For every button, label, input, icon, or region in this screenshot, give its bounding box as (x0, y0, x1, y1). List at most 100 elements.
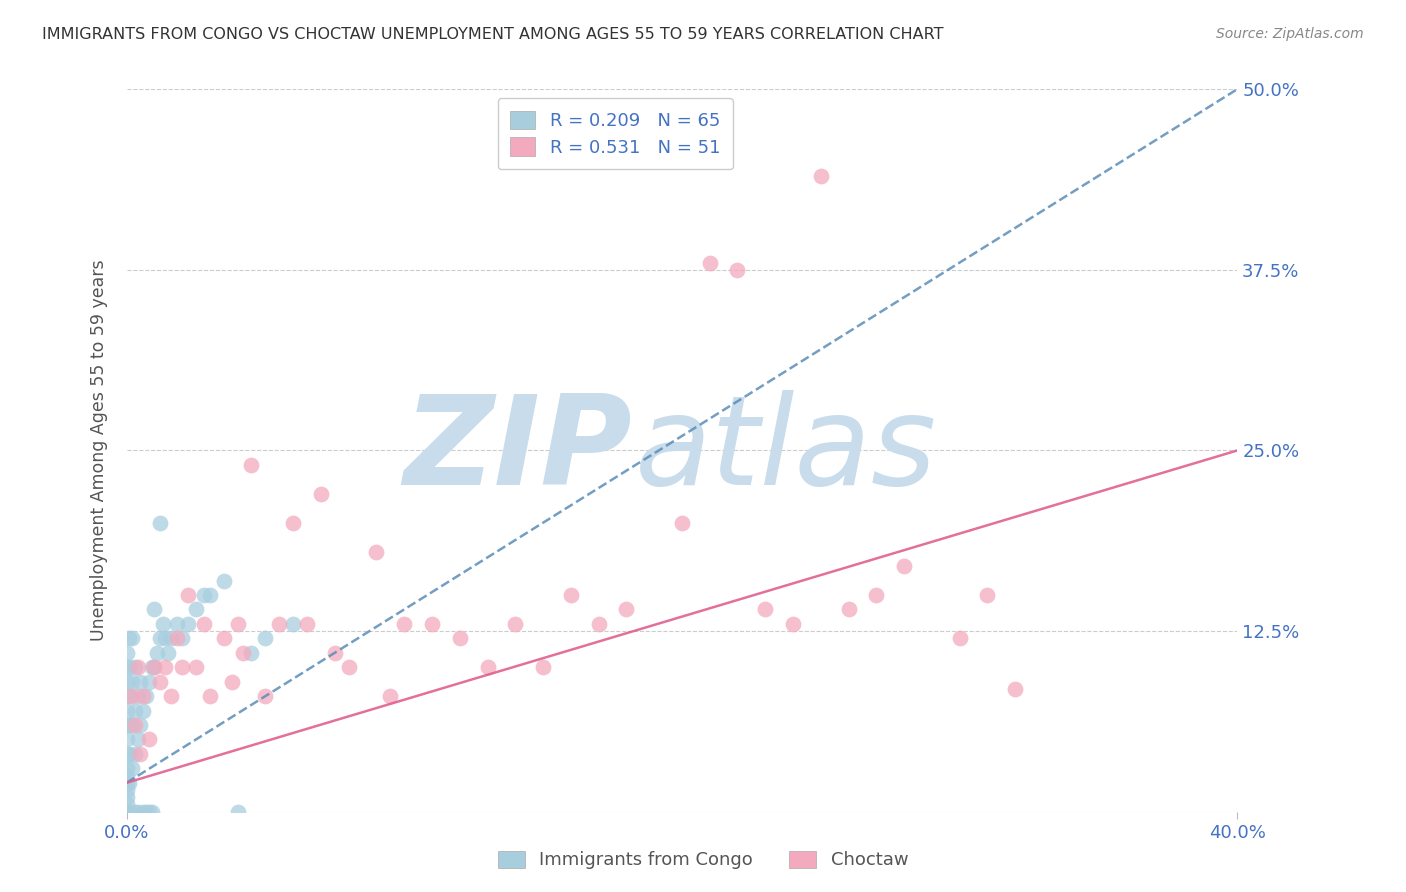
Point (115, 689, 138, 703)
Point (121, 674, 143, 689)
Point (198, 689, 221, 703)
Point (143, 660, 166, 674)
Point (254, 632, 277, 646)
Point (394, 616, 416, 631)
Point (166, 632, 188, 646)
Point (449, 632, 471, 646)
Point (129, 747, 152, 761)
Point (135, 805, 157, 819)
Point (127, 805, 149, 819)
Text: atlas: atlas (636, 390, 938, 511)
Point (281, 516, 304, 530)
Point (115, 747, 138, 761)
Point (143, 660, 166, 674)
Point (198, 588, 221, 602)
Point (865, 588, 887, 602)
Point (138, 732, 160, 747)
Point (118, 689, 141, 703)
Point (366, 544, 388, 558)
Point (152, 616, 174, 631)
Point (337, 660, 360, 674)
Point (121, 718, 143, 732)
Point (115, 783, 138, 797)
Point (149, 516, 172, 530)
Point (149, 632, 172, 646)
Point (754, 602, 776, 616)
Point (671, 516, 693, 530)
Point (176, 588, 198, 602)
Point (155, 660, 177, 674)
Point (146, 646, 169, 660)
Point (129, 718, 152, 732)
Legend: Immigrants from Congo, Choctaw: Immigrants from Congo, Choctaw (489, 842, 917, 879)
Point (309, 487, 332, 501)
Point (115, 805, 138, 819)
Point (115, 732, 138, 747)
Point (124, 805, 146, 819)
Point (115, 660, 138, 674)
Point (184, 602, 207, 616)
Point (115, 805, 138, 819)
Point (115, 674, 138, 689)
Point (115, 776, 138, 790)
Point (420, 616, 443, 631)
Point (380, 689, 402, 703)
Point (118, 776, 141, 790)
Point (155, 632, 177, 646)
Point (212, 574, 235, 588)
Point (138, 674, 160, 689)
Point (172, 660, 194, 674)
Point (129, 674, 152, 689)
Point (193, 588, 215, 602)
Point (226, 805, 249, 819)
Point (810, 169, 832, 183)
Point (172, 632, 194, 646)
Point (281, 616, 304, 631)
Point (115, 769, 138, 783)
Point (782, 616, 804, 631)
Point (115, 797, 138, 812)
Point (157, 646, 180, 660)
Point (254, 689, 277, 703)
Point (124, 704, 146, 718)
Point (132, 805, 155, 819)
Point (160, 689, 183, 703)
Point (141, 805, 163, 819)
Point (115, 718, 138, 732)
Point (118, 718, 141, 732)
Point (588, 616, 610, 631)
Point (269, 616, 291, 631)
Point (477, 660, 499, 674)
Point (323, 646, 346, 660)
Point (115, 805, 138, 819)
Point (531, 660, 554, 674)
Point (121, 689, 143, 703)
Point (212, 632, 235, 646)
Point (221, 674, 243, 689)
Point (193, 616, 215, 631)
Point (948, 632, 970, 646)
Point (121, 761, 143, 775)
Point (184, 660, 207, 674)
Point (976, 588, 998, 602)
Point (115, 646, 138, 660)
Point (141, 660, 163, 674)
Point (226, 616, 249, 631)
Point (1004, 681, 1026, 696)
Point (115, 704, 138, 718)
Y-axis label: Unemployment Among Ages 55 to 59 years: Unemployment Among Ages 55 to 59 years (90, 260, 108, 641)
Text: IMMIGRANTS FROM CONGO VS CHOCTAW UNEMPLOYMENT AMONG AGES 55 TO 59 YEARS CORRELAT: IMMIGRANTS FROM CONGO VS CHOCTAW UNEMPLO… (42, 27, 943, 42)
Text: ZIP: ZIP (404, 390, 631, 511)
Point (240, 646, 263, 660)
Point (838, 602, 860, 616)
Point (127, 689, 149, 703)
Point (127, 732, 149, 747)
Point (160, 632, 183, 646)
Point (118, 632, 141, 646)
Point (614, 602, 637, 616)
Point (176, 616, 198, 631)
Point (166, 616, 188, 631)
Point (132, 704, 155, 718)
Legend: R = 0.209   N = 65, R = 0.531   N = 51: R = 0.209 N = 65, R = 0.531 N = 51 (498, 98, 733, 169)
Point (115, 790, 138, 805)
